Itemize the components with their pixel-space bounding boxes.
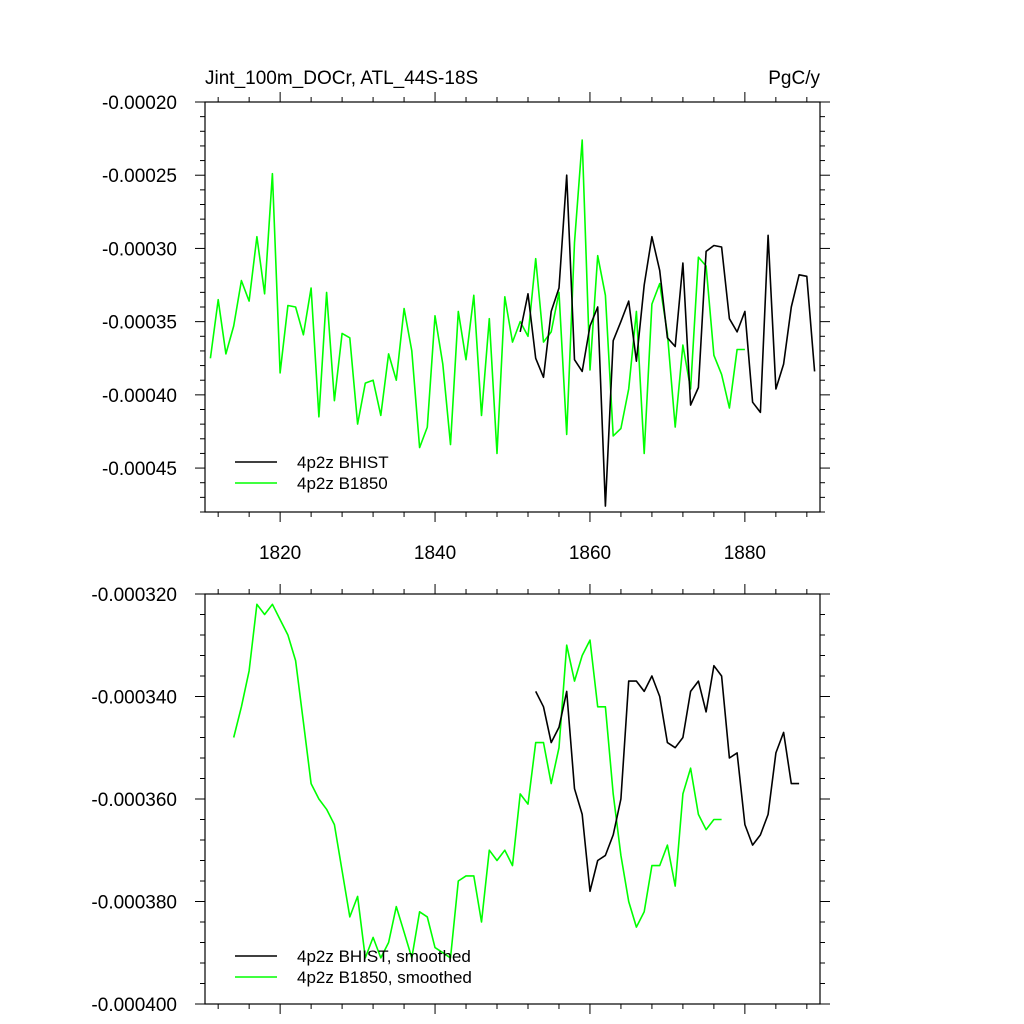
- top-panel-ticks: 1820 1840 1860 1880 -0.00020 -0.00025 -0.00030…: [102, 92, 830, 564]
- legend-label: 4p2z B1850, smoothed: [297, 968, 472, 987]
- series-line-4p2z-bhist-smoothed: [534, 664, 800, 893]
- legend-label: 4p2z BHIST, smoothed: [297, 947, 471, 966]
- top-panel-legend: 4p2z BHIST 4p2z B1850: [235, 453, 389, 493]
- top-panel: Jint_100m_DOCr, ATL_44S-18S PgC/y 1820 18…: [102, 68, 830, 564]
- top-panel-frame: [204, 101, 821, 513]
- bottom-panel-series: [232, 603, 800, 959]
- y-tick-label: -0.000380: [91, 893, 177, 914]
- y-tick-label: -0.000340: [91, 688, 177, 709]
- y-tick-label: -0.00040: [102, 386, 177, 407]
- series-line-4p2z-b1850-smoothed: [232, 603, 722, 959]
- bottom-panel-ticks: -0.000320 -0.000340 -0.000360 -0.000380 -0.0…: [91, 584, 830, 1016]
- bottom-panel-legend: 4p2z BHIST, smoothed 4p2z B1850, smoothed: [235, 947, 472, 987]
- top-panel-series: [209, 139, 816, 507]
- series-line-4p2z-bhist: [519, 174, 816, 507]
- legend-label: 4p2z BHIST: [297, 453, 389, 472]
- y-tick-label: -0.00045: [102, 459, 177, 480]
- x-tick-label: 1860: [569, 543, 611, 564]
- y-tick-label: -0.00020: [102, 93, 177, 114]
- y-tick-label: -0.00035: [102, 313, 177, 334]
- x-tick-label: 1840: [414, 543, 456, 564]
- x-tick-label: 1880: [724, 543, 766, 564]
- top-panel-title: Jint_100m_DOCr, ATL_44S-18S: [205, 68, 478, 89]
- x-tick-label: 1820: [259, 543, 301, 564]
- y-tick-label: -0.00030: [102, 239, 177, 260]
- top-panel-units: PgC/y: [768, 68, 820, 89]
- bottom-panel-frame: [204, 593, 821, 1005]
- series-line-4p2z-b1850: [209, 139, 745, 455]
- legend-label: 4p2z B1850: [297, 474, 388, 493]
- y-tick-label: -0.000400: [91, 995, 177, 1016]
- bottom-panel: -0.000320 -0.000340 -0.000360 -0.000380 -0.0…: [91, 584, 830, 1016]
- y-tick-label: -0.000320: [91, 585, 177, 606]
- y-tick-label: -0.000360: [91, 790, 177, 811]
- y-tick-label: -0.00025: [102, 166, 177, 187]
